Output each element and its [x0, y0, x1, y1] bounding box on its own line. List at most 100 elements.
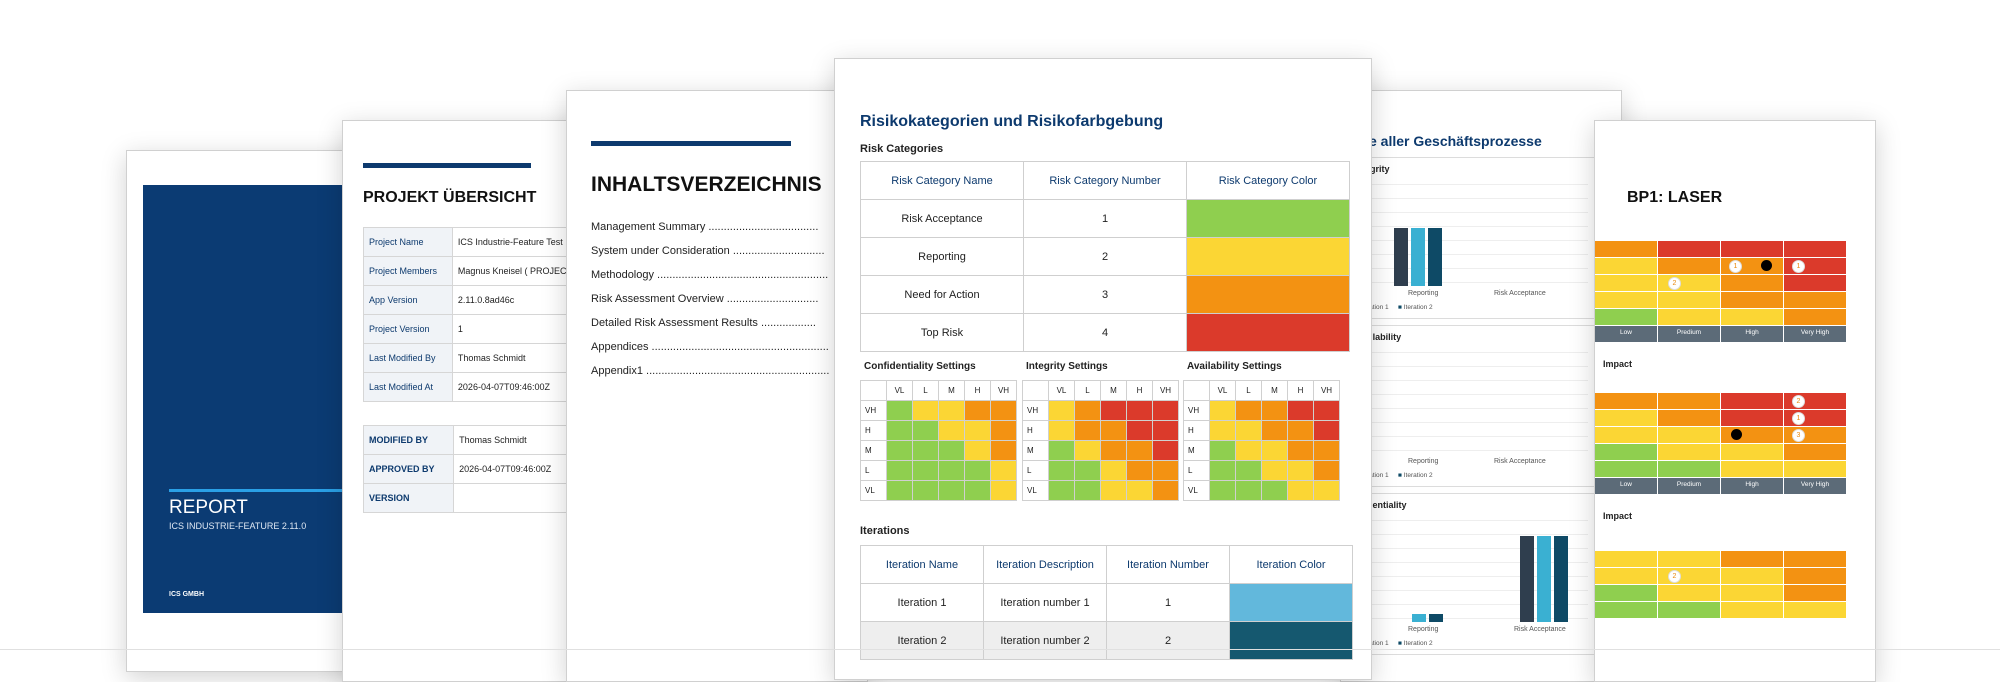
iterations-table: Iteration Name Iteration Description Ite…	[860, 545, 1353, 660]
cell: Iteration 1	[860, 583, 984, 622]
cell-key: VERSION	[362, 483, 455, 513]
table-row: Need for Action 3	[860, 275, 1350, 314]
approval-table: MODIFIED BY Thomas Schmidt APPROVED BY 202…	[362, 425, 593, 513]
x-tick: Reporting	[1408, 458, 1439, 465]
cover-page[interactable]: REPORT ICS INDUSTRIE-FEATURE 2.11.0 ICS …	[126, 150, 378, 672]
toc-item[interactable]: Risk Assessment Overview ...............…	[591, 293, 819, 305]
bar	[1537, 536, 1551, 622]
chart-label: Availability	[1354, 332, 1402, 342]
table-row: Risk Acceptance 1	[860, 199, 1350, 238]
bar	[1412, 614, 1426, 622]
toc-item[interactable]: Detailed Risk Assessment Results .......…	[591, 317, 816, 329]
settings-title: Confidentiality Settings	[864, 361, 976, 372]
table-row: Top Risk 4	[860, 313, 1350, 352]
integrity-matrix: VL L M H VH VH H M L VL	[1022, 380, 1179, 501]
settings-title: Availability Settings	[1187, 361, 1282, 372]
overview-heading: PROJEKT ÜBERSICHT	[363, 189, 537, 206]
section-label: Iterations	[860, 525, 910, 537]
table-row: Reporting 2	[860, 237, 1350, 276]
overview-accent-bar	[363, 163, 531, 168]
color-swatch	[1229, 583, 1353, 622]
charts-title: e aller Geschäftsprozesse	[1369, 133, 1542, 149]
x-tick: Reporting	[1408, 290, 1439, 297]
cell-key: MODIFIED BY	[362, 425, 455, 455]
cell: Reporting	[860, 237, 1024, 276]
cell: Iteration 2	[860, 621, 984, 660]
color-swatch	[1186, 313, 1350, 352]
cell: 4	[1023, 313, 1187, 352]
cell: Need for Action	[860, 275, 1024, 314]
page-title: Risikokategorien und Risikofarbgebung	[860, 113, 1164, 130]
x-tick: Risk Acceptance	[1494, 458, 1546, 465]
chart-availability: Availability on Reporting Risk Acceptanc…	[1341, 325, 1603, 487]
toc-item[interactable]: Methodology ............................…	[591, 269, 829, 281]
legend-item: ■ Iteration 2	[1398, 640, 1433, 647]
table-header: Risk Category Name Risk Category Number …	[860, 161, 1350, 200]
section-label: Risk Categories	[860, 143, 944, 155]
x-tick: Risk Acceptance	[1494, 290, 1546, 297]
x-tick: Reporting	[1408, 626, 1439, 633]
risk-heatmap-2: 2 1 3 Low Predium High Very High	[1595, 393, 1846, 494]
cover-accent-bar	[169, 489, 373, 492]
bar	[1554, 536, 1568, 622]
cell: Iteration number 2	[983, 621, 1107, 660]
charts-page[interactable]: e aller Geschäftsprozesse Integrity on R…	[1340, 90, 1622, 682]
column-header: Iteration Name	[860, 545, 984, 584]
legend-item: ■ Iteration 2	[1398, 304, 1433, 311]
settings-title: Integrity Settings	[1026, 361, 1108, 372]
cell: Iteration number 1	[983, 583, 1107, 622]
table-row: MODIFIED BY Thomas Schmidt	[362, 425, 593, 455]
table-row: APPROVED BY 2026-04-07T09:46:00Z	[362, 454, 593, 484]
cover-title: REPORT	[169, 497, 248, 518]
toc-heading: INHALTSVERZEICHNIS	[591, 173, 822, 196]
cover-panel: REPORT ICS INDUSTRIE-FEATURE 2.11.0 ICS …	[143, 185, 373, 613]
cell-key: Last Modified At	[363, 372, 453, 402]
bar	[1428, 228, 1442, 286]
chart-confidentiality: Confidentiality on Reporting Risk Accept…	[1341, 493, 1603, 655]
toc-accent-bar	[591, 141, 791, 146]
color-swatch	[1186, 237, 1350, 276]
column-header: Iteration Number	[1106, 545, 1230, 584]
cell: 1	[1023, 199, 1187, 238]
cell-key: Project Version	[363, 314, 453, 344]
color-swatch	[1186, 275, 1350, 314]
bp-title: BP1: LASER	[1627, 189, 1723, 206]
x-tick: Risk Acceptance	[1514, 626, 1566, 633]
column-header: Risk Category Name	[860, 161, 1024, 200]
column-header: Iteration Description	[983, 545, 1107, 584]
cover-company: ICS GMBH	[169, 591, 204, 598]
toc-item[interactable]: Appendices .............................…	[591, 341, 829, 353]
table-row: App Version 2.11.0.8ad46c	[363, 285, 593, 315]
chart-label: Confidentiality	[1344, 500, 1407, 510]
toc-item[interactable]: Management Summary .....................…	[591, 221, 819, 233]
bar	[1394, 228, 1408, 286]
overview-table: Project Name ICS Industrie-Feature Test P…	[363, 227, 593, 402]
bar	[1520, 536, 1534, 622]
toc-item[interactable]: Appendix1 ..............................…	[591, 365, 830, 377]
toc-item[interactable]: System under Consideration .............…	[591, 245, 825, 257]
overview-page[interactable]: PROJEKT ÜBERSICHT Project Name ICS Indust…	[342, 120, 594, 682]
color-swatch	[1186, 199, 1350, 238]
risk-category-table: Risk Category Name Risk Category Number …	[860, 161, 1350, 352]
table-row: Last Modified By Thomas Schmidt	[363, 343, 593, 373]
risk-categories-page[interactable]: Risikokategorien und Risikofarbgebung Ri…	[834, 58, 1372, 680]
cell-key: Project Name	[363, 227, 453, 257]
toc-page[interactable]: INHALTSVERZEICHNIS Management Summary ..…	[566, 90, 868, 682]
cell-key: Project Members	[363, 256, 453, 286]
risk-heatmap-3: 2	[1595, 551, 1846, 652]
impact-label: Impact	[1603, 511, 1633, 521]
cell: 2	[1023, 237, 1187, 276]
toc-list: Management Summary .....................…	[591, 215, 829, 383]
bar	[1411, 228, 1425, 286]
cell: Top Risk	[860, 313, 1024, 352]
confidentiality-matrix: VL L M H VH VH H M L VL	[860, 380, 1017, 501]
table-row: Project Name ICS Industrie-Feature Test	[363, 227, 593, 257]
cell: Risk Acceptance	[860, 199, 1024, 238]
table-row: VERSION	[362, 483, 593, 513]
impact-label: Impact	[1603, 359, 1633, 369]
legend-item: ■ Iteration 2	[1398, 472, 1433, 479]
